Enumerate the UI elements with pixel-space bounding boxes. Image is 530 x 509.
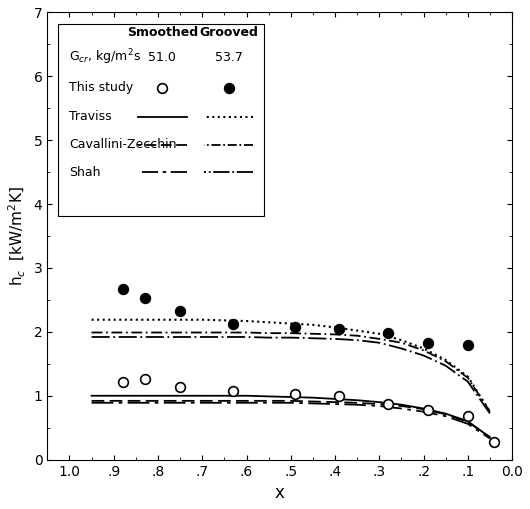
Text: Smoothed: Smoothed (127, 26, 198, 39)
Text: R-600a: R-600a (61, 26, 122, 41)
Text: Traviss: Traviss (69, 110, 112, 123)
Text: 51.0: 51.0 (148, 51, 176, 64)
Text: 53.7: 53.7 (215, 51, 243, 64)
X-axis label: x: x (275, 484, 285, 502)
Text: G$_{cr}$, kg/m$^2$s: G$_{cr}$, kg/m$^2$s (69, 47, 142, 67)
Text: Grooved: Grooved (199, 26, 258, 39)
Y-axis label: h$_c$  [kW/m$^2$K]: h$_c$ [kW/m$^2$K] (7, 186, 28, 286)
FancyBboxPatch shape (58, 24, 264, 216)
Text: This study: This study (69, 81, 134, 94)
Text: Cavallini-Zecchin: Cavallini-Zecchin (69, 138, 177, 151)
Text: Shah: Shah (69, 165, 101, 179)
